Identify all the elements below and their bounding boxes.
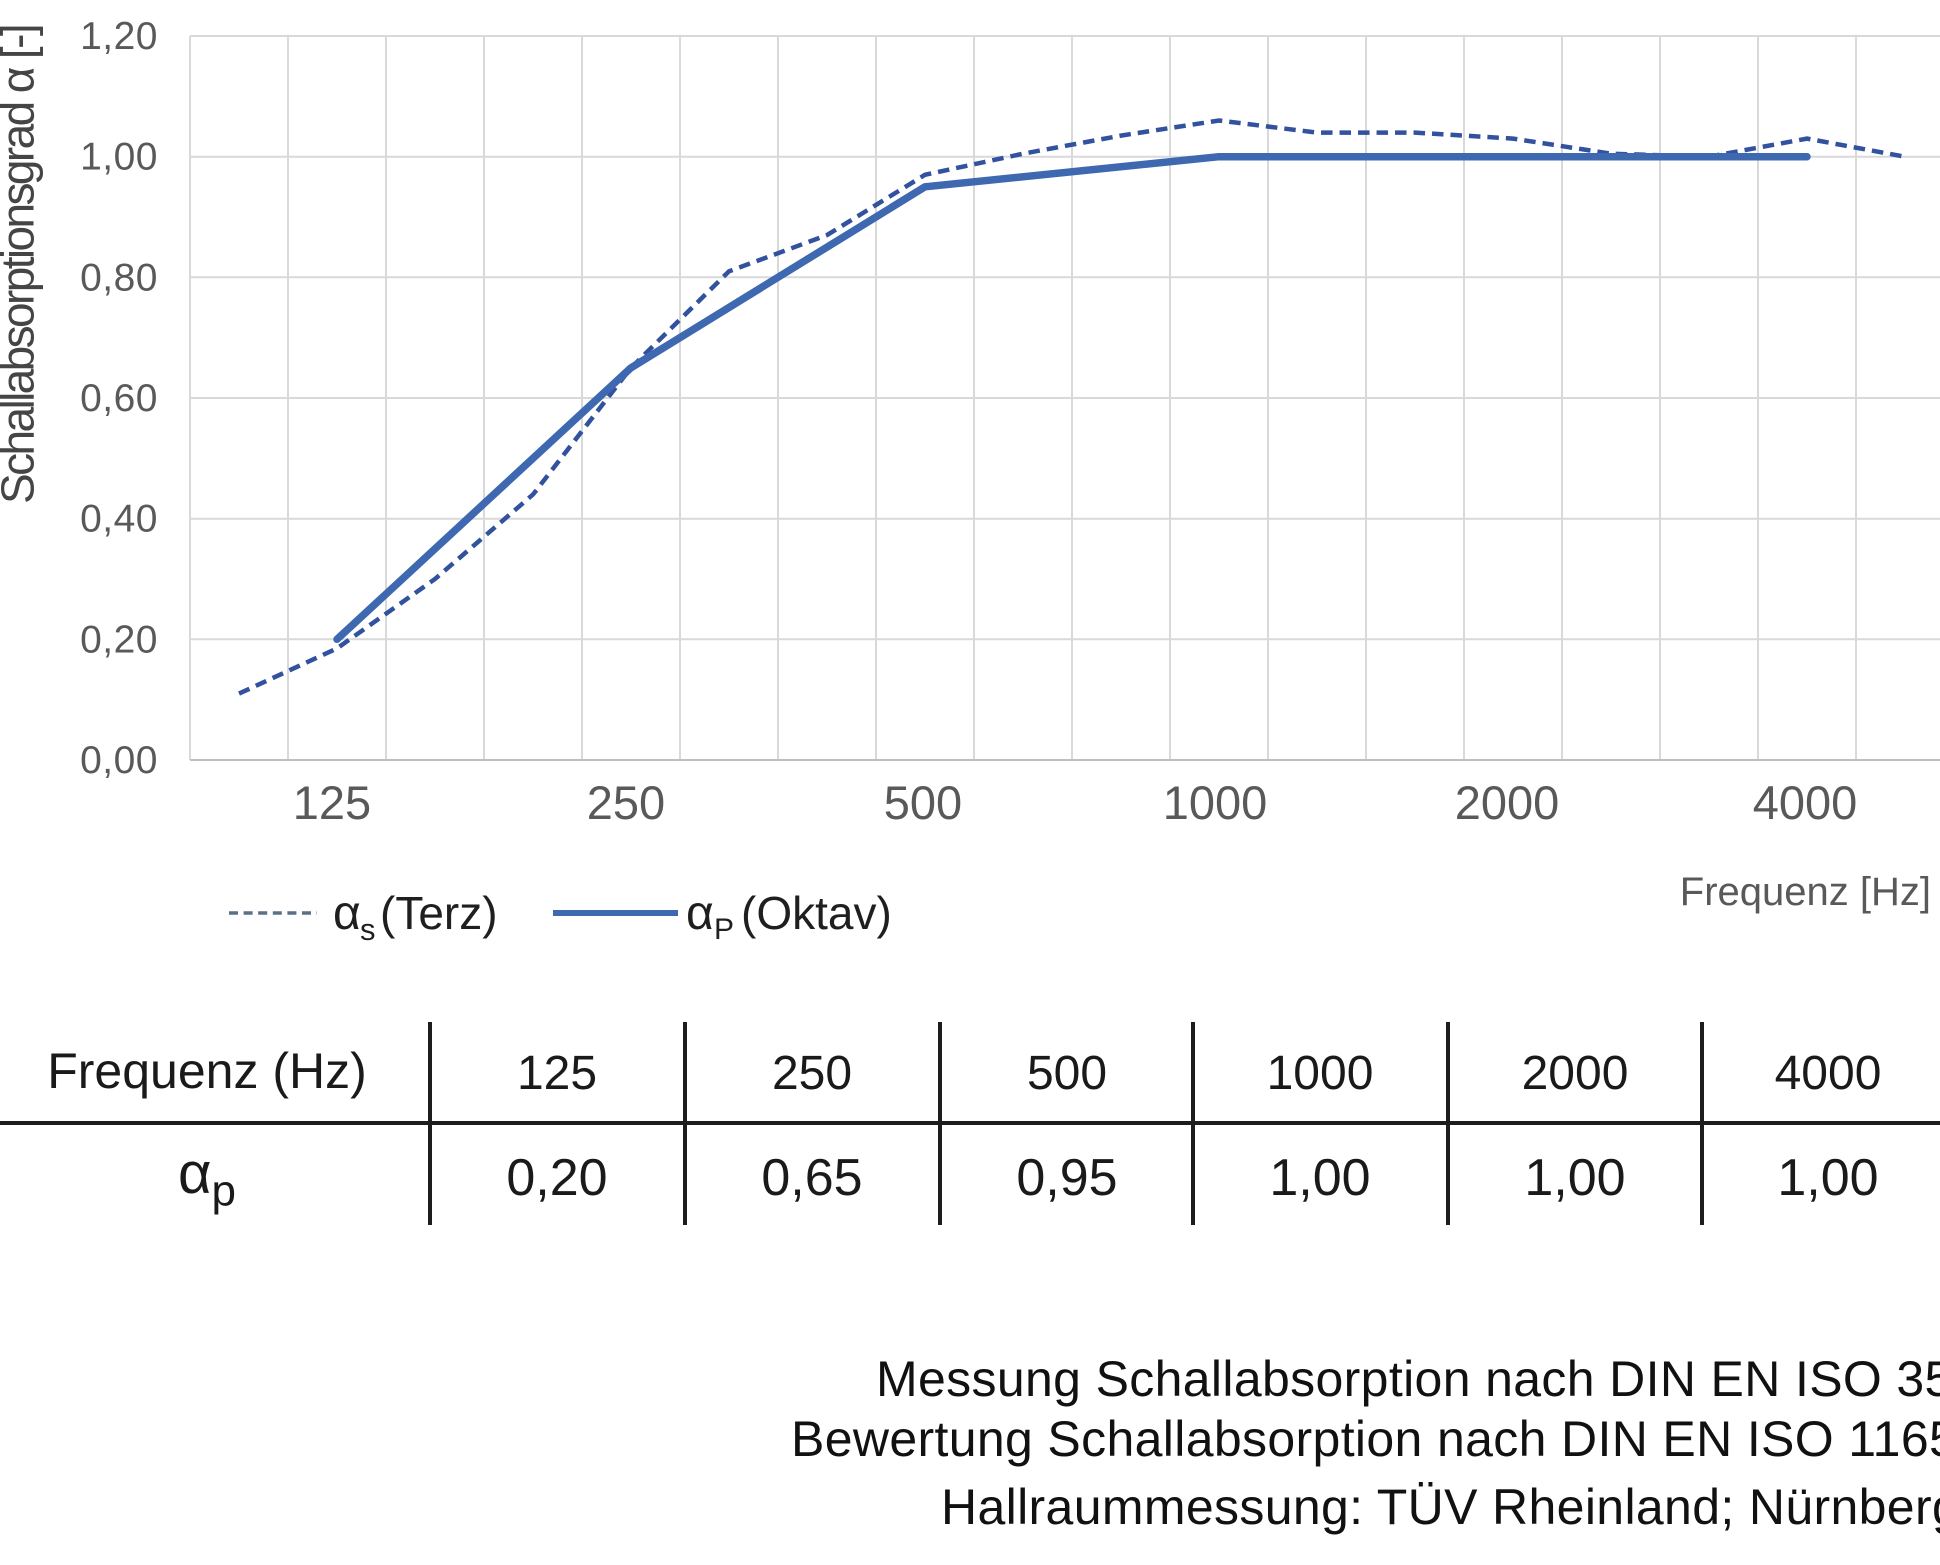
svg-text:0,40: 0,40	[80, 498, 158, 541]
svg-text:0,60: 0,60	[80, 377, 158, 420]
svg-text:Schallabsorptionsgrad α [-]: Schallabsorptionsgrad α [-]	[0, 26, 44, 504]
svg-text:α: α	[333, 887, 361, 940]
svg-text:1,00: 1,00	[80, 136, 158, 179]
svg-text:α: α	[686, 887, 714, 940]
svg-text:500: 500	[884, 776, 962, 829]
svg-text:1,20: 1,20	[80, 15, 158, 58]
svg-text:125: 125	[293, 776, 371, 829]
svg-text:1000: 1000	[1163, 776, 1268, 829]
svg-text:0,80: 0,80	[80, 256, 158, 299]
svg-text:P: P	[714, 913, 734, 946]
svg-text:(Oktav): (Oktav)	[741, 887, 892, 939]
svg-text:(Terz): (Terz)	[380, 887, 498, 939]
svg-text:0,00: 0,00	[80, 739, 158, 782]
svg-text:s: s	[360, 912, 376, 947]
svg-text:0,20: 0,20	[80, 618, 158, 661]
svg-text:250: 250	[587, 776, 665, 829]
svg-text:4000: 4000	[1753, 776, 1858, 829]
svg-text:2000: 2000	[1455, 776, 1560, 829]
svg-text:Frequenz [Hz]: Frequenz [Hz]	[1680, 870, 1931, 914]
